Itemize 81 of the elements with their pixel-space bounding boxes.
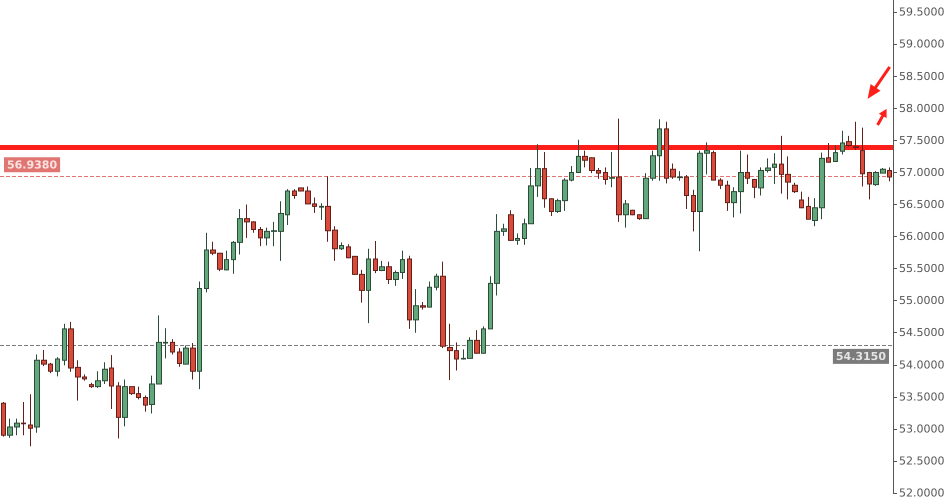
candlestick — [799, 191, 804, 209]
candlestick — [677, 170, 683, 182]
y-tick-label: 56.0000 — [899, 230, 944, 244]
candlestick — [826, 142, 831, 164]
candlestick — [542, 151, 547, 208]
y-tick-label: 57.0000 — [899, 166, 944, 179]
candlestick — [366, 248, 371, 324]
candlestick — [752, 178, 757, 199]
y-tick-label: 58.5000 — [899, 70, 944, 83]
candlestick — [319, 202, 324, 220]
candlestick — [21, 401, 26, 436]
candlestick — [725, 180, 730, 212]
candlestick — [379, 260, 385, 272]
candlestick — [833, 145, 838, 162]
candlestick — [1, 401, 6, 438]
candlestick — [718, 178, 723, 190]
candlestick — [684, 174, 689, 210]
candlestick — [170, 338, 175, 356]
candlestick — [224, 250, 229, 272]
candlestick — [887, 166, 892, 182]
candlestick — [258, 226, 263, 247]
candlestick — [413, 288, 419, 334]
candlestick — [109, 354, 114, 410]
candlestick — [55, 356, 60, 377]
candlestick — [840, 130, 845, 156]
y-tick-label: 53.5000 — [899, 390, 944, 404]
candlestick — [576, 139, 581, 174]
y-tick-label: 57.5000 — [899, 134, 944, 147]
candlestick — [623, 200, 629, 228]
y-tick-label: 58.0000 — [899, 102, 944, 115]
candlestick — [846, 135, 852, 148]
candlestick — [508, 210, 514, 242]
candlestick — [549, 198, 554, 217]
candlestick — [34, 354, 40, 434]
candlestick — [806, 196, 811, 220]
candlestick — [386, 261, 392, 285]
candlestick — [373, 240, 378, 274]
candlestick — [853, 121, 859, 151]
candlestick — [28, 394, 33, 447]
y-tick-label: 56.5000 — [899, 198, 944, 212]
candlestick — [116, 382, 121, 440]
candlestick — [474, 330, 480, 354]
candlestick — [434, 273, 439, 291]
y-tick-label: 52.5000 — [899, 454, 944, 468]
y-tick-label: 55.5000 — [899, 262, 944, 276]
y-tick-label: 54.0000 — [899, 358, 944, 372]
candlestick — [204, 232, 209, 293]
candlestick — [427, 280, 432, 308]
candlestick — [339, 242, 344, 251]
candlestick — [177, 348, 182, 368]
candlestick — [711, 150, 716, 181]
candlestick — [190, 342, 196, 380]
ref-line-label: 56.9380 — [7, 158, 58, 172]
candlestick — [143, 395, 148, 412]
candlestick — [440, 261, 446, 349]
candlestick — [603, 166, 608, 186]
candlestick — [420, 301, 426, 310]
y-tick-label: 52.0000 — [899, 486, 944, 500]
y-tick-label: 53.0000 — [899, 422, 944, 436]
candlestick — [792, 182, 798, 194]
candlestick — [481, 326, 486, 354]
candlestick — [860, 127, 865, 188]
ref-line-label: 54.3150 — [836, 350, 886, 363]
candlestick — [630, 209, 635, 216]
candlestick — [407, 255, 412, 330]
y-tick-label: 59.0000 — [899, 38, 944, 51]
candlestick — [616, 118, 622, 222]
candlestick — [637, 214, 642, 220]
candlestick — [691, 189, 696, 232]
y-tick-label: 54.5000 — [899, 326, 944, 340]
y-tick-label: 59.5000 — [899, 6, 944, 19]
y-tick-label: 55.0000 — [899, 294, 944, 308]
candlestick — [197, 280, 202, 390]
candlestick — [515, 232, 520, 246]
candlestick — [122, 379, 128, 427]
candlestick — [867, 171, 872, 200]
candlestick — [183, 345, 189, 366]
candlestick — [89, 382, 94, 388]
candlestick — [609, 151, 615, 188]
candlestick — [745, 154, 750, 184]
candlestick — [62, 323, 67, 366]
